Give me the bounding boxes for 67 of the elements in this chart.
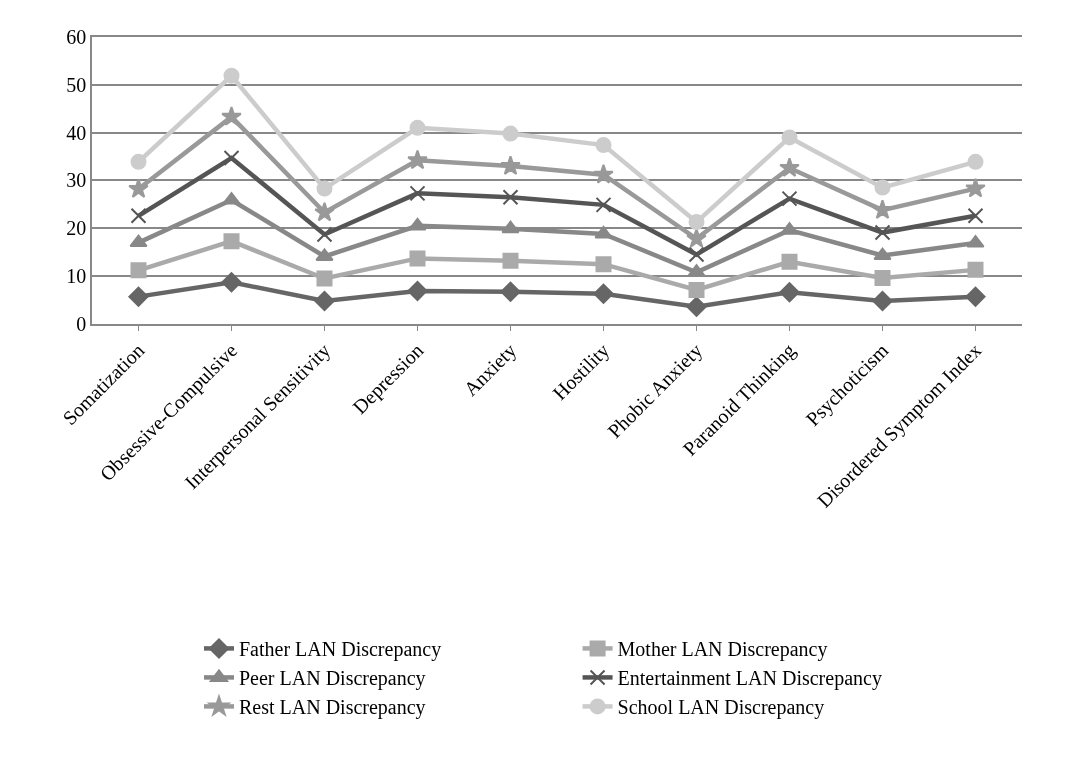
legend-label: Mother LAN Discrepancy [617,638,828,662]
point [500,281,521,302]
point [500,155,521,176]
point [407,280,428,302]
point [595,256,612,273]
point [501,220,520,234]
point [781,253,798,270]
point [874,270,891,286]
point [128,286,149,307]
point [779,282,800,303]
point [502,252,519,269]
point [872,199,893,220]
point [595,196,612,213]
point [221,272,242,293]
point [316,180,333,197]
point [314,201,335,222]
point [128,178,149,198]
legend-label: Rest LAN Discrepancy [238,696,426,720]
legend-label: School LAN Discrepancy [617,696,825,720]
point [965,286,986,307]
y-tick-label: 50 [66,73,87,96]
point [130,153,147,170]
y-tick-label: 10 [66,265,87,288]
point [316,226,333,243]
point [688,214,705,231]
point [223,67,240,84]
point [967,261,984,278]
point [874,224,891,241]
point [129,234,148,248]
point [223,149,240,166]
y-tick-label: 0 [76,312,87,335]
point [314,290,335,312]
point [872,290,893,312]
point [409,185,426,202]
point [781,129,798,146]
point [130,207,147,224]
point [593,283,614,304]
point [873,247,892,261]
point [779,157,800,177]
point [967,153,984,170]
point [874,179,891,196]
point [595,137,612,154]
y-tick-label: 40 [66,121,87,144]
legend-label: Father LAN Discrepancy [238,638,442,662]
point [407,149,428,170]
point [965,177,986,198]
point [688,281,705,298]
point [502,125,519,142]
point [686,227,707,248]
point [688,246,705,263]
point [781,190,798,207]
point [316,270,333,287]
y-tick-label: 20 [66,217,87,240]
point [502,189,519,206]
point [223,233,240,250]
point [593,163,614,184]
point [409,119,426,136]
point [686,296,707,317]
point [408,217,427,231]
legend-label: Entertainment LAN Discrepancy [617,667,882,691]
point [221,106,242,126]
y-tick-label: 30 [66,169,87,192]
point [967,207,984,224]
point [130,262,147,279]
y-tick-label: 60 [66,26,87,48]
legend-label: Peer LAN Discrepancy [238,667,426,691]
point [409,250,426,267]
